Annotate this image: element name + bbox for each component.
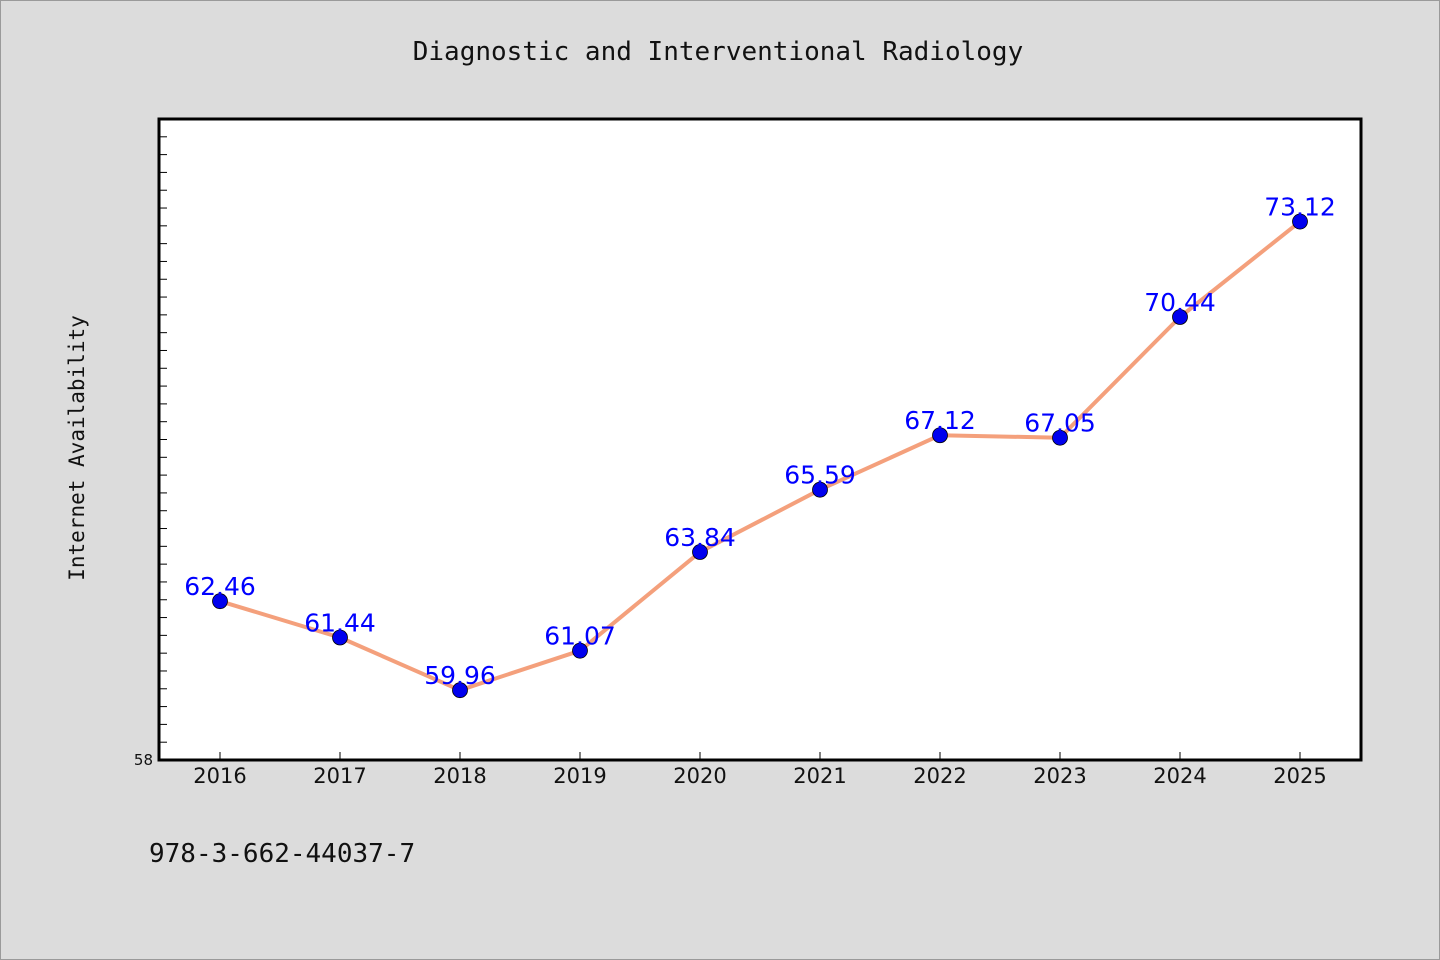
- x-tick-label: 2019: [553, 764, 606, 788]
- chart-title: Diagnostic and Interventional Radiology: [413, 37, 1023, 67]
- x-tick-label: 2025: [1273, 764, 1326, 788]
- data-label: 67.05: [1024, 409, 1096, 438]
- data-point: [572, 642, 588, 659]
- data-point: [692, 544, 708, 560]
- x-tick-label: 2020: [673, 764, 726, 788]
- x-tick-label: 2023: [1033, 764, 1086, 788]
- x-tick-label: 2021: [793, 764, 846, 788]
- data-label: 63.84: [664, 523, 736, 552]
- x-tick-label: 2016: [193, 764, 246, 788]
- y-tick-label: 58: [134, 751, 153, 769]
- data-label: 62.46: [184, 572, 256, 601]
- data-label: 65.59: [784, 461, 856, 490]
- data-point: [212, 593, 228, 610]
- data-point: [932, 427, 948, 444]
- plot-area: [157, 117, 1363, 762]
- data-label: 61.44: [304, 608, 376, 637]
- isbn-footer: 978-3-662-44037-7: [149, 839, 415, 869]
- x-axis-ticks: 2016 2017 2018 2019 2020 2021 2022 2023 2024 2025: [193, 752, 1327, 788]
- data-label: 73.12: [1264, 193, 1336, 222]
- data-point: [1292, 213, 1308, 230]
- x-tick-label: 2022: [913, 764, 966, 788]
- x-tick-label: 2024: [1153, 764, 1206, 788]
- y-axis-label: Internet Availability: [65, 315, 89, 581]
- data-point: [812, 481, 828, 498]
- series-line: [218, 219, 1302, 693]
- data-point: [332, 629, 348, 646]
- data-point: [1172, 309, 1188, 325]
- data-point: [452, 682, 468, 699]
- x-tick-label: 2018: [433, 764, 486, 788]
- data-label: 59.96: [424, 661, 496, 690]
- data-label: 67.12: [904, 406, 976, 435]
- data-label: 70.44: [1144, 288, 1216, 317]
- data-point: [1052, 429, 1068, 446]
- series-group: 62.46 61.44 59.96 61.07 63.84 65.59 67.12 67.05…: [184, 193, 1336, 699]
- data-label: 61.07: [544, 622, 616, 651]
- x-tick-label: 2017: [313, 764, 366, 788]
- y-axis-ticks: 58: [134, 136, 167, 769]
